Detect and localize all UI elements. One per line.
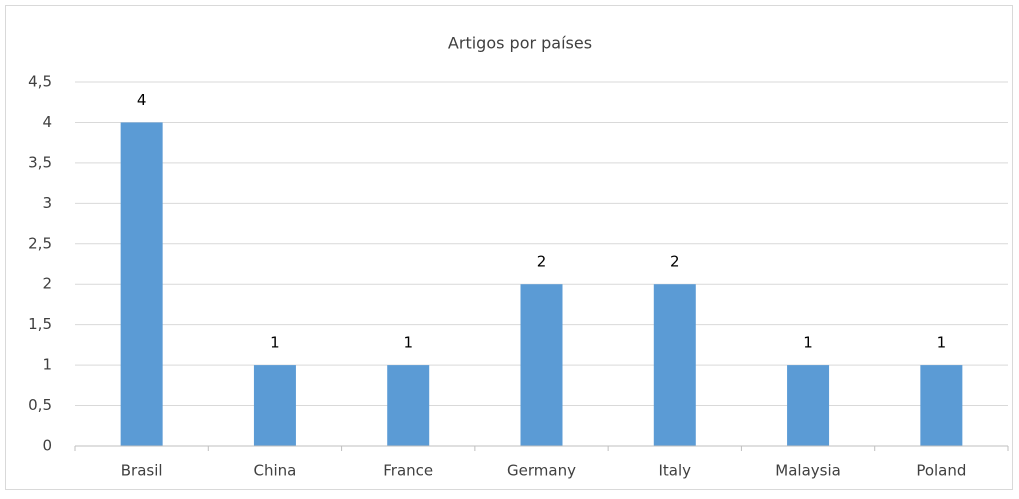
y-tick-label: 3 xyxy=(42,194,52,212)
y-tick-label: 0 xyxy=(42,437,52,455)
bar xyxy=(920,365,963,446)
x-tick-label: China xyxy=(253,462,296,480)
y-tick-label: 4 xyxy=(42,113,52,131)
x-tick-label: Italy xyxy=(659,462,692,480)
x-tick-label: France xyxy=(383,462,433,480)
data-label: 2 xyxy=(537,253,547,271)
bar xyxy=(253,365,296,446)
data-label: 1 xyxy=(803,334,813,352)
bar xyxy=(387,365,430,446)
data-label: 1 xyxy=(937,334,947,352)
y-tick-label: 0,5 xyxy=(28,396,52,414)
y-tick-label: 4,5 xyxy=(28,73,52,91)
bar xyxy=(120,122,163,446)
x-tick-label: Brasil xyxy=(121,462,163,480)
y-tick-label: 2,5 xyxy=(28,234,52,252)
data-label: 2 xyxy=(670,253,680,271)
y-tick-label: 1 xyxy=(42,356,52,374)
data-label: 1 xyxy=(270,334,280,352)
x-tick-label: Poland xyxy=(916,462,966,480)
data-label: 1 xyxy=(403,334,413,352)
bar xyxy=(787,365,830,446)
y-tick-label: 2 xyxy=(42,275,52,293)
y-tick-label: 3,5 xyxy=(28,153,52,171)
x-tick-label: Germany xyxy=(507,462,576,480)
bar xyxy=(520,284,563,446)
x-tick-label: Malaysia xyxy=(775,462,841,480)
chart-border xyxy=(5,5,1013,490)
chart-title: Artigos por países xyxy=(448,34,592,53)
bar xyxy=(653,284,696,446)
y-tick-label: 1,5 xyxy=(28,315,52,333)
data-label: 4 xyxy=(137,91,147,109)
